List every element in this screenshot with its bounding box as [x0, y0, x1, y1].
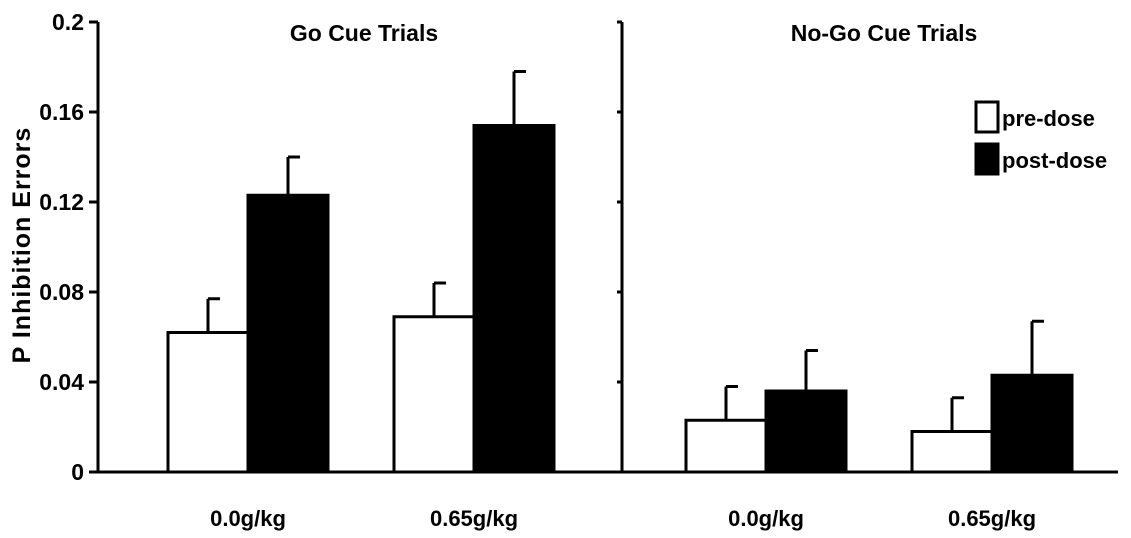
y-tick-labels: 0 0.04 0.08 0.12 0.16 0.2 [39, 9, 84, 485]
bar-post-dose [472, 124, 556, 474]
error-bars [206, 70, 1044, 432]
y-tick-label: 0.2 [52, 9, 84, 35]
legend-label-post-dose: post-dose [1002, 148, 1107, 173]
y-tick-label: 0.12 [39, 189, 84, 215]
y-tick-label: 0.08 [39, 279, 84, 305]
bar-pre-dose [910, 430, 994, 474]
category-label: 0.0g/kg [728, 506, 804, 531]
y-axis-label: P Inhibition Errors [8, 127, 36, 364]
legend-swatch-post-dose [974, 142, 1000, 176]
legend-label-pre-dose: pre-dose [1002, 106, 1095, 131]
y-tick-label: 0 [71, 459, 84, 485]
bar-post-dose [764, 389, 848, 474]
category-label: 0.65g/kg [430, 506, 518, 531]
category-label: 0.65g/kg [948, 506, 1036, 531]
bar-pre-dose [166, 331, 250, 474]
legend: pre-dose post-dose [974, 100, 1107, 176]
category-labels: 0.0g/kg 0.65g/kg 0.0g/kg 0.65g/kg [210, 506, 1036, 531]
panel-title: Go Cue Trials [290, 20, 438, 46]
y-tick-label: 0.04 [39, 369, 84, 395]
panel-title: No-Go Cue Trials [791, 20, 978, 46]
panel-titles: Go Cue Trials No-Go Cue Trials [290, 20, 977, 46]
bar-post-dose [990, 373, 1074, 474]
bars [166, 124, 1074, 474]
legend-swatch-pre-dose [974, 100, 1000, 134]
bar-pre-dose [392, 315, 476, 474]
category-label: 0.0g/kg [210, 506, 286, 531]
y-tick-label: 0.16 [39, 99, 84, 125]
bar-post-dose [246, 193, 330, 474]
bar-pre-dose [684, 418, 768, 474]
